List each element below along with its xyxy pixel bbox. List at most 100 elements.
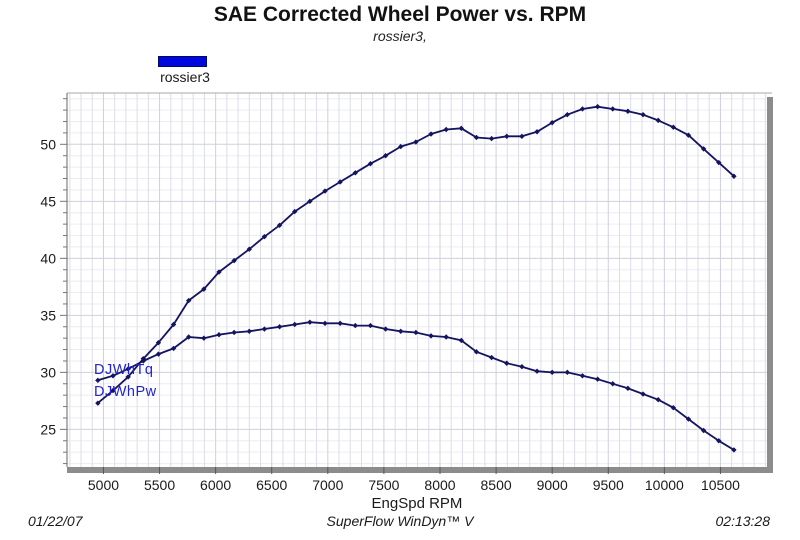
legend: rossier3 [130, 56, 240, 85]
data-point-marker [186, 297, 192, 304]
data-point-marker [201, 286, 207, 292]
data-point-marker [731, 173, 737, 179]
data-point-marker [488, 354, 495, 361]
data-point-marker [382, 326, 389, 332]
data-point-marker [670, 124, 677, 130]
footer-app-name: SuperFlow WinDyn™ V [326, 513, 474, 529]
data-point-marker [519, 133, 525, 140]
page-title: SAE Corrected Wheel Power vs. RPM [213, 3, 587, 26]
data-point-marker [488, 135, 495, 142]
data-point-marker [610, 381, 616, 387]
data-point-marker [352, 322, 359, 329]
data-point-marker [700, 146, 707, 152]
data-point-marker [216, 332, 222, 338]
x-tick-label: 6000 [200, 477, 231, 493]
axis-ticks [60, 98, 721, 474]
data-point-marker [640, 111, 646, 118]
x-tick-label: 9000 [537, 477, 568, 493]
data-point-marker [125, 366, 131, 372]
data-point-marker [155, 351, 162, 357]
data-point-marker [473, 134, 480, 141]
y-tick-label: 50 [40, 136, 56, 152]
data-point-marker [231, 329, 237, 336]
data-point-marker [549, 369, 555, 376]
curve-wheel-torque [95, 319, 737, 453]
x-tick-label: 5000 [88, 477, 119, 493]
data-point-marker [110, 373, 116, 379]
data-point-marker [564, 111, 571, 118]
data-point-marker [655, 117, 661, 124]
gridlines [67, 93, 767, 467]
data-point-marker [504, 133, 510, 140]
data-point-marker [413, 329, 419, 336]
data-point-marker [504, 360, 510, 366]
data-point-marker [610, 106, 616, 112]
data-point-marker [216, 269, 222, 275]
data-point-marker [231, 257, 237, 264]
data-point-marker [564, 369, 571, 376]
data-point-marker [95, 400, 101, 406]
x-tick-label: 8000 [424, 477, 455, 493]
data-point-marker [367, 322, 374, 329]
curve-label-power: DJWhPw [94, 384, 157, 400]
data-point-marker [670, 405, 677, 411]
data-point-marker [428, 131, 434, 137]
data-point-marker [110, 387, 116, 394]
data-point-marker [322, 188, 328, 194]
data-point-marker [398, 328, 404, 335]
data-point-marker [186, 334, 192, 340]
x-tick-label: 7500 [368, 477, 399, 493]
legend-label: rossier3 [160, 69, 210, 85]
data-point-marker [125, 374, 131, 380]
data-point-marker [428, 333, 434, 339]
frame-shadow-right [767, 97, 773, 473]
data-point-marker [640, 391, 646, 397]
data-point-marker [292, 321, 298, 328]
data-point-marker [307, 198, 313, 205]
x-tick-label: 6500 [256, 477, 287, 493]
y-tick-label: 40 [40, 250, 56, 266]
data-point-marker [594, 376, 601, 382]
data-point-marker [473, 349, 480, 355]
data-point-marker [307, 319, 313, 325]
data-point-marker [443, 334, 449, 340]
data-point-marker [261, 326, 268, 332]
footer-date: 01/22/07 [28, 513, 83, 529]
data-point-marker [549, 119, 555, 126]
data-point-marker [155, 340, 162, 346]
data-point-marker [246, 246, 252, 252]
x-tick-label: 9500 [593, 477, 624, 493]
data-point-marker [700, 427, 707, 434]
y-tick-label: 25 [40, 421, 56, 437]
tick-labels: 25 30 35 40 45 50 5000 5500 6000 6500 7000 7500 8000… [40, 136, 740, 493]
data-point-marker [716, 159, 722, 166]
data-point-marker [352, 170, 359, 176]
x-tick-label: 7000 [312, 477, 343, 493]
data-point-marker [261, 233, 268, 240]
data-point-marker [625, 385, 631, 392]
data-point-marker [413, 139, 419, 145]
data-point-marker [685, 132, 692, 138]
data-point-marker [170, 345, 177, 352]
data-point-marker [625, 108, 631, 114]
data-point-marker [731, 447, 737, 453]
data-point-marker [655, 397, 661, 403]
y-tick-label: 35 [40, 307, 56, 323]
data-point-marker [322, 320, 328, 327]
data-point-marker [398, 143, 404, 150]
data-point-marker [382, 153, 389, 159]
data-point-marker [716, 438, 722, 444]
footer-time: 02:13:28 [715, 513, 771, 529]
legend-swatch [158, 56, 207, 67]
data-point-marker [276, 324, 283, 330]
data-point-marker [337, 179, 343, 185]
y-tick-label: 45 [40, 193, 56, 209]
data-point-marker [579, 373, 586, 379]
data-point-marker [579, 106, 586, 112]
data-point-marker [685, 416, 692, 422]
x-tick-label: 10500 [701, 477, 740, 493]
curve-label-torque: DJWhTq [94, 362, 154, 378]
page-subtitle: rossier3, [373, 28, 427, 44]
